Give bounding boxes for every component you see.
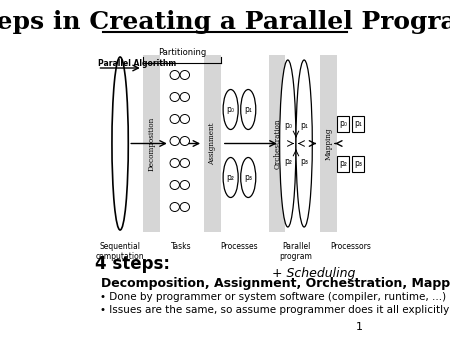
Ellipse shape: [180, 202, 189, 212]
Text: Parallel Algorithm: Parallel Algorithm: [98, 59, 176, 69]
Text: 4 steps:: 4 steps:: [95, 255, 170, 273]
Ellipse shape: [180, 71, 189, 79]
Text: Sequential
computation: Sequential computation: [96, 242, 144, 261]
Bar: [269, 55, 285, 232]
Text: p₂: p₂: [227, 173, 234, 182]
Bar: [352, 155, 365, 171]
Bar: [337, 116, 349, 131]
Ellipse shape: [170, 159, 180, 168]
Text: 1: 1: [356, 322, 363, 332]
Text: p₂: p₂: [339, 159, 347, 168]
Ellipse shape: [170, 180, 180, 190]
Text: p₀: p₀: [339, 119, 347, 128]
Text: Decomposition: Decomposition: [148, 116, 156, 171]
Ellipse shape: [170, 93, 180, 101]
Text: Orchestration: Orchestration: [273, 118, 281, 169]
Ellipse shape: [296, 60, 312, 227]
Text: Parallel
program: Parallel program: [279, 242, 312, 261]
Ellipse shape: [170, 202, 180, 212]
Ellipse shape: [241, 158, 256, 197]
Text: Decomposition, Assignment, Orchestration, Mapping: Decomposition, Assignment, Orchestration…: [101, 277, 450, 290]
Bar: [204, 55, 220, 232]
Text: Mapping: Mapping: [324, 127, 333, 160]
Ellipse shape: [180, 137, 189, 145]
Bar: [352, 116, 365, 131]
Text: + Scheduling: + Scheduling: [272, 267, 355, 280]
Text: Tasks: Tasks: [171, 242, 191, 251]
Ellipse shape: [170, 115, 180, 123]
Ellipse shape: [112, 57, 128, 230]
Text: p₃: p₃: [244, 173, 252, 182]
Text: Partitioning: Partitioning: [158, 48, 206, 57]
Text: • Issues are the same, so assume programmer does it all explicitly: • Issues are the same, so assume program…: [100, 305, 449, 315]
Text: p₃: p₃: [354, 159, 362, 168]
Ellipse shape: [170, 137, 180, 145]
Ellipse shape: [170, 71, 180, 79]
Bar: [320, 55, 337, 232]
Text: Steps in Creating a Parallel Program: Steps in Creating a Parallel Program: [0, 10, 450, 34]
Ellipse shape: [180, 115, 189, 123]
Text: p₃: p₃: [300, 157, 308, 166]
Text: p₁: p₁: [354, 119, 362, 128]
Bar: [337, 155, 349, 171]
Ellipse shape: [180, 180, 189, 190]
Text: • Done by programmer or system software (compiler, runtime, ...): • Done by programmer or system software …: [100, 292, 446, 302]
Ellipse shape: [279, 60, 296, 227]
Ellipse shape: [241, 90, 256, 129]
Text: Assignment: Assignment: [208, 122, 216, 165]
Bar: [144, 55, 160, 232]
Ellipse shape: [223, 158, 238, 197]
Text: Processes: Processes: [220, 242, 258, 251]
Text: Processors: Processors: [330, 242, 371, 251]
Text: p₁: p₁: [300, 121, 308, 130]
Ellipse shape: [223, 90, 238, 129]
Ellipse shape: [180, 93, 189, 101]
Ellipse shape: [180, 159, 189, 168]
Text: p₀: p₀: [284, 121, 292, 130]
Text: p₀: p₀: [227, 105, 234, 114]
Text: p₁: p₁: [244, 105, 252, 114]
Text: p₂: p₂: [284, 157, 292, 166]
